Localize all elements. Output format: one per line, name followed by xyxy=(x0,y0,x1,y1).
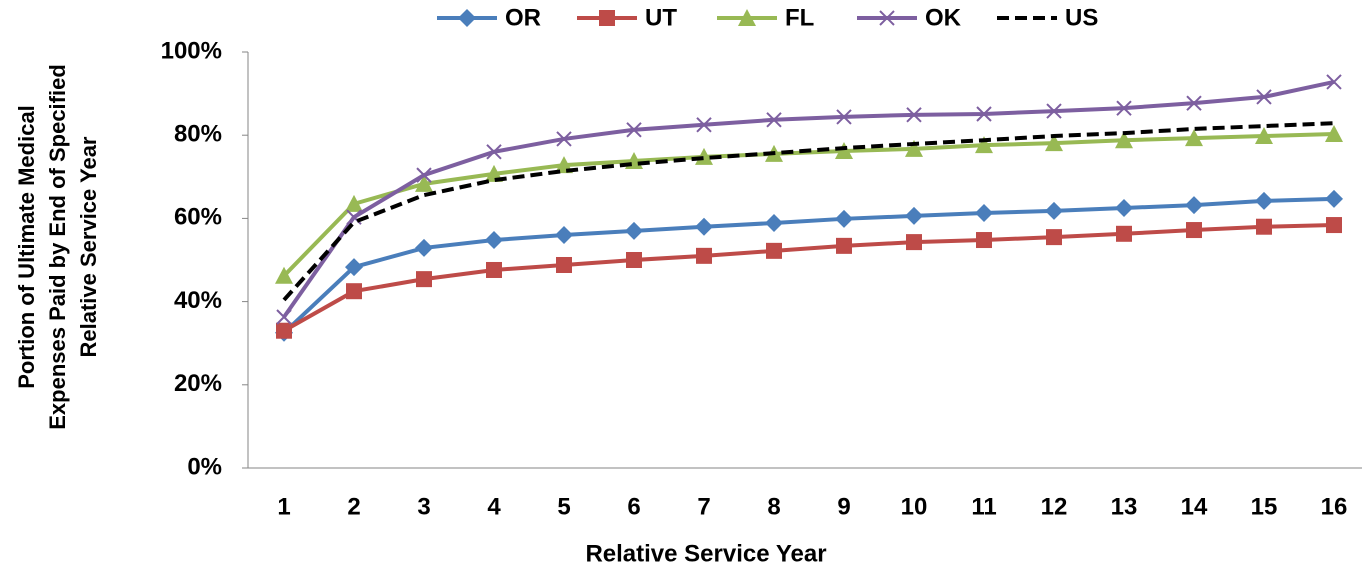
marker xyxy=(1186,222,1202,239)
x-tick-label: 3 xyxy=(417,493,430,520)
marker xyxy=(1256,218,1272,235)
marker xyxy=(696,117,712,133)
marker xyxy=(1255,191,1273,210)
marker xyxy=(485,231,503,250)
marker xyxy=(346,283,362,300)
legend-label: UT xyxy=(645,4,677,31)
marker xyxy=(626,252,642,268)
marker xyxy=(905,139,923,157)
x-tick-label: 10 xyxy=(901,493,928,520)
marker xyxy=(415,238,433,257)
marker xyxy=(556,256,572,273)
y-tick-label: 20% xyxy=(174,370,222,397)
marker xyxy=(1326,74,1342,90)
marker xyxy=(1185,196,1203,215)
marker xyxy=(1185,129,1203,147)
marker xyxy=(1046,103,1062,119)
marker xyxy=(275,266,293,284)
x-tick-label: 13 xyxy=(1111,493,1138,520)
marker xyxy=(1325,124,1343,142)
legend-label: OR xyxy=(505,4,541,31)
marker xyxy=(1186,95,1202,111)
series-line xyxy=(282,196,1335,335)
marker xyxy=(766,112,782,128)
x-tick-label: 2 xyxy=(347,493,360,520)
legend-label: FL xyxy=(785,4,814,31)
y-tick-label: 0% xyxy=(187,453,222,480)
x-axis-title: Relative Service Year xyxy=(585,540,826,567)
marker xyxy=(416,271,432,288)
marker xyxy=(625,221,643,240)
x-tick-label: 9 xyxy=(837,493,850,520)
marker xyxy=(1115,131,1133,149)
x-tick-label: 11 xyxy=(971,493,996,520)
marker xyxy=(415,174,433,192)
marker xyxy=(695,147,713,165)
marker xyxy=(1325,189,1343,208)
y-axis-title: Portion of Ultimate Medical xyxy=(14,105,39,389)
series-line xyxy=(282,121,1335,302)
marker xyxy=(738,9,756,26)
y-tick-label: 40% xyxy=(174,287,222,314)
marker xyxy=(906,234,922,251)
marker xyxy=(905,206,923,225)
marker xyxy=(1046,229,1062,246)
marker xyxy=(976,232,992,249)
marker xyxy=(556,131,572,147)
marker xyxy=(879,10,895,26)
marker xyxy=(276,322,292,339)
legend-label: US xyxy=(1065,4,1098,31)
x-tick-label: 15 xyxy=(1251,493,1278,520)
marker xyxy=(1255,127,1273,145)
x-tick-label: 4 xyxy=(487,493,501,520)
y-tick-label: 80% xyxy=(174,121,222,148)
series-line xyxy=(282,79,1335,319)
y-tick-label: 60% xyxy=(174,204,222,231)
marker xyxy=(906,107,922,123)
x-tick-label: 8 xyxy=(767,493,780,520)
marker xyxy=(486,144,502,160)
y-axis-title: Relative Service Year xyxy=(76,136,101,357)
marker xyxy=(555,226,573,245)
marker xyxy=(696,247,712,264)
x-tick-label: 6 xyxy=(627,493,640,520)
marker xyxy=(345,194,363,212)
marker xyxy=(345,258,363,277)
x-tick-label: 5 xyxy=(557,493,570,520)
marker xyxy=(626,122,642,138)
marker xyxy=(766,242,782,259)
series-line xyxy=(283,223,1335,333)
y-tick-label: 100% xyxy=(161,37,222,64)
marker xyxy=(1115,199,1133,217)
marker xyxy=(1256,89,1272,105)
marker xyxy=(765,213,783,232)
marker xyxy=(975,203,993,222)
marker xyxy=(975,136,993,154)
marker xyxy=(276,309,292,325)
marker xyxy=(1116,100,1132,116)
marker xyxy=(835,142,853,160)
x-tick-label: 12 xyxy=(1041,493,1068,520)
marker xyxy=(695,217,713,236)
marker xyxy=(1045,201,1063,220)
x-tick-label: 14 xyxy=(1181,493,1208,520)
marker xyxy=(486,261,502,278)
marker xyxy=(835,209,853,228)
marker xyxy=(836,109,852,125)
marker xyxy=(416,167,432,183)
marker xyxy=(599,10,615,26)
marker xyxy=(1116,225,1132,242)
marker xyxy=(458,9,476,27)
marker xyxy=(976,106,992,122)
marker xyxy=(836,237,852,254)
marker xyxy=(1326,217,1342,234)
x-tick-label: 1 xyxy=(277,493,290,520)
marker xyxy=(1045,134,1063,152)
x-tick-label: 16 xyxy=(1321,493,1348,520)
legend-label: OK xyxy=(925,4,962,31)
x-tick-label: 7 xyxy=(697,493,710,520)
y-axis-title: Expenses Paid by End of Specified xyxy=(45,64,70,430)
